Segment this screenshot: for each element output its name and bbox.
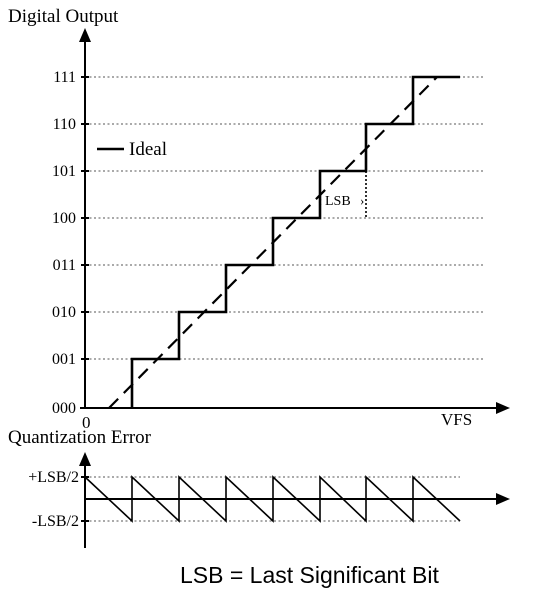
lsb-label: LSB [325,194,351,209]
x-axis-end-label: VFS [441,410,472,429]
error-axis-title: Quantization Error [8,427,152,448]
code-label-000: 000 [52,400,76,417]
code-label-010: 010 [52,304,76,321]
code-labels: 000 001 010 011 100 101 110 111 [52,69,76,417]
code-label-011: 011 [53,257,76,274]
lsb-right-arrow: › [360,193,364,208]
origin-label: 0 [82,413,91,432]
legend: Ideal [97,139,167,160]
code-label-100: 100 [52,210,76,227]
legend-label: Ideal [129,139,167,160]
code-label-111: 111 [53,69,76,86]
y-axis-arrow [79,28,91,42]
error-x-axis-arrow [496,493,510,505]
y-ticks [81,76,89,360]
transfer-function-panel: 000 001 010 011 100 101 110 111 Digital … [8,6,510,432]
quantization-error-panel: Quantization Error +LSB/2 -LSB/2 [8,427,510,548]
footnote: LSB = Last Significant Bit [180,562,440,588]
minus-half-lsb-label: -LSB/2 [32,513,79,530]
code-label-001: 001 [52,351,76,368]
code-label-110: 110 [53,116,76,133]
y-axis-title: Digital Output [8,6,119,27]
quantized-staircase [130,75,460,408]
lsb-annotation: ‹ LSB › [318,171,367,218]
plus-half-lsb-label: +LSB/2 [28,469,79,486]
code-label-101: 101 [52,163,76,180]
error-y-axis-arrow [79,452,91,466]
lsb-left-arrow: ‹ [318,193,322,208]
x-axis-arrow [496,402,510,414]
quantization-error-sawtooth [84,475,461,523]
